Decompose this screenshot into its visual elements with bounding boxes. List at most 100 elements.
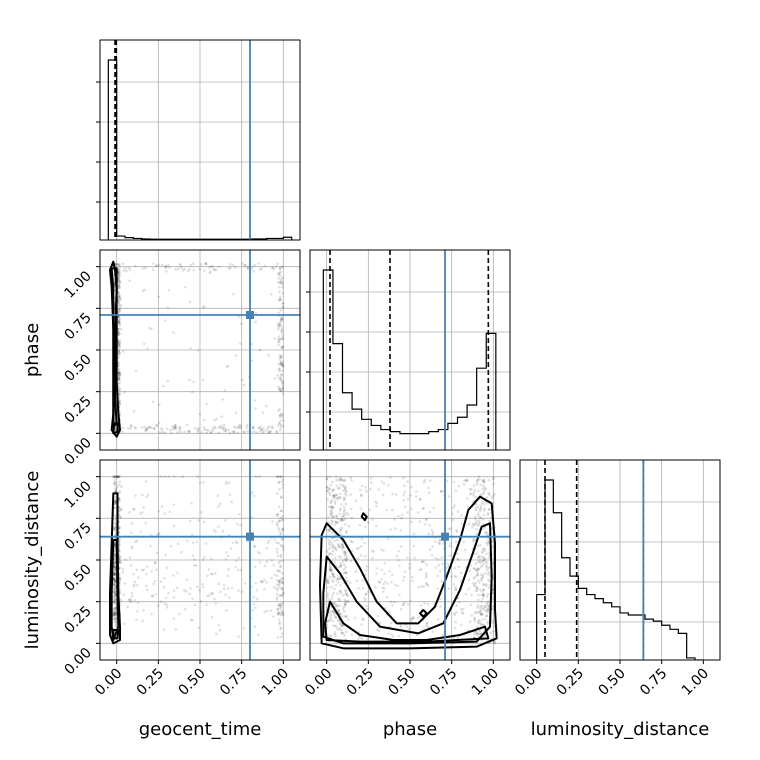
sample-point <box>326 497 329 501</box>
sample-point <box>239 426 243 430</box>
sample-point <box>342 624 345 628</box>
sample-point <box>117 361 121 365</box>
sample-point <box>464 592 468 596</box>
sample-point <box>119 298 123 301</box>
sample-point <box>112 526 116 529</box>
sample-point <box>465 479 468 483</box>
sample-point <box>119 560 123 563</box>
sample-point <box>453 626 457 630</box>
sample-point <box>401 579 405 582</box>
ytick-label-luminosity-distance-0: 0.00 <box>61 645 94 678</box>
sample-point <box>329 509 332 513</box>
sample-point <box>475 569 478 572</box>
sample-point <box>339 478 343 482</box>
sample-point <box>114 502 118 506</box>
sample-point <box>163 512 167 515</box>
sample-point <box>118 475 121 478</box>
sample-point <box>277 613 280 616</box>
sample-point <box>342 563 346 567</box>
sample-point <box>412 532 416 536</box>
sample-point <box>278 369 281 373</box>
sample-point <box>409 494 412 497</box>
sample-point <box>164 270 168 273</box>
sample-point <box>455 530 459 533</box>
sample-point <box>343 552 346 555</box>
sample-point <box>268 430 272 434</box>
sample-point <box>122 269 126 272</box>
xtick-label-geocent-time-0: 0.00 <box>92 666 125 699</box>
sample-point <box>205 428 208 432</box>
sample-point <box>279 543 283 547</box>
sample-point <box>276 475 280 478</box>
sample-point <box>331 537 335 540</box>
sample-point <box>340 528 343 532</box>
sample-point <box>169 544 173 548</box>
sample-point <box>482 556 486 560</box>
xtick-label-geocent-time-4: 1.00 <box>259 666 292 699</box>
sample-point <box>479 623 483 627</box>
sample-point <box>281 424 285 428</box>
sample-point <box>207 429 210 432</box>
sample-point <box>266 541 270 545</box>
sample-point <box>190 532 194 536</box>
sample-point <box>279 373 283 376</box>
sample-point <box>389 476 392 479</box>
sample-point <box>117 370 121 374</box>
sample-point <box>277 311 280 315</box>
sample-point <box>478 560 481 564</box>
sample-point <box>330 514 334 518</box>
sample-point <box>340 503 343 506</box>
sample-point <box>381 493 385 497</box>
sample-point <box>237 589 240 592</box>
sample-point <box>399 625 403 629</box>
sample-point <box>483 557 487 561</box>
sample-point <box>279 277 283 281</box>
sample-point <box>117 301 121 305</box>
sample-point <box>485 606 489 610</box>
sample-point <box>340 547 344 551</box>
sample-point <box>277 322 280 325</box>
sample-point <box>483 558 486 562</box>
sample-point <box>472 633 476 636</box>
sample-point <box>240 378 244 382</box>
sample-point <box>456 510 460 513</box>
sample-point <box>281 611 285 615</box>
sample-point <box>117 371 120 375</box>
sample-point <box>361 587 365 590</box>
sample-point <box>257 262 260 265</box>
sample-point <box>234 565 237 569</box>
sample-point <box>112 589 115 592</box>
sample-point <box>330 519 334 523</box>
sample-point <box>342 512 345 515</box>
sample-point <box>112 475 116 478</box>
sample-point <box>145 565 149 568</box>
sample-point <box>221 427 225 431</box>
sample-point <box>328 543 332 547</box>
sample-point <box>364 592 368 596</box>
sample-point <box>360 484 364 488</box>
sample-point <box>112 578 116 581</box>
sample-point <box>151 268 155 272</box>
sample-point <box>118 490 122 493</box>
sample-point <box>124 267 127 270</box>
sample-point <box>117 272 121 276</box>
sample-point <box>342 550 346 554</box>
sample-point <box>476 573 479 577</box>
sample-point <box>275 541 278 544</box>
sample-point <box>489 520 492 523</box>
sample-point <box>121 430 124 434</box>
sample-point <box>176 571 179 575</box>
sample-point <box>481 618 484 621</box>
sample-point <box>176 431 179 434</box>
scatter-luminosity-distance-vs-geocent-time <box>112 475 285 640</box>
sample-point <box>113 561 116 565</box>
sample-point <box>117 355 120 359</box>
sample-point <box>119 555 122 559</box>
sample-point <box>485 530 488 534</box>
sample-point <box>410 507 413 511</box>
sample-point <box>391 492 394 496</box>
sample-point <box>328 564 332 567</box>
sample-point <box>114 495 118 499</box>
sample-point <box>167 475 171 478</box>
